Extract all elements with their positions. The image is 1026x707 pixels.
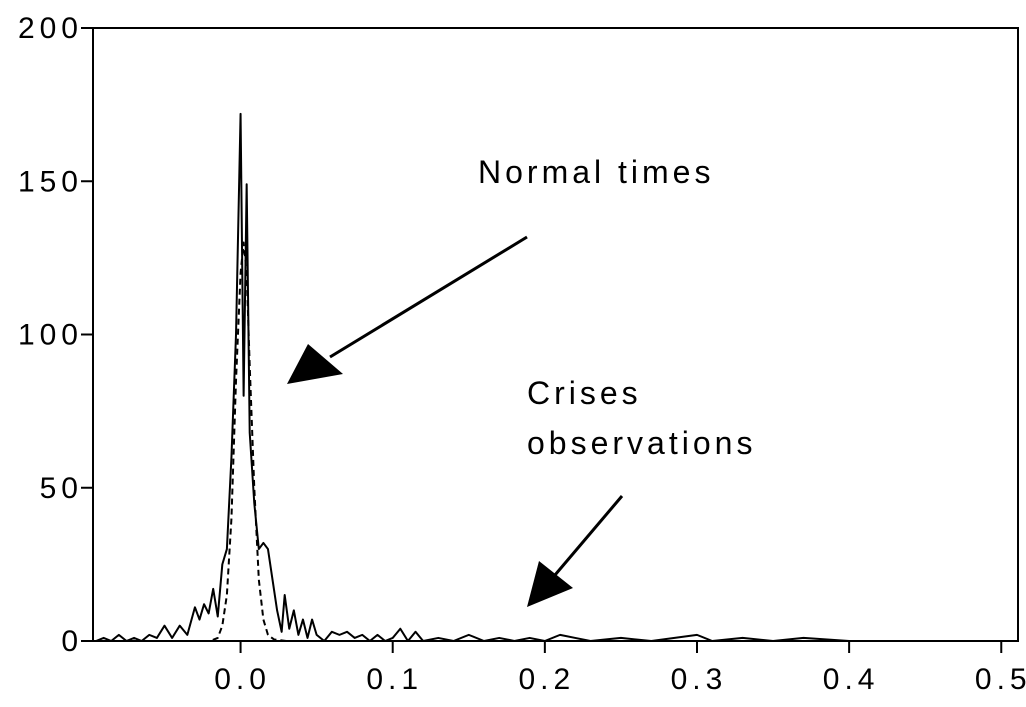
arrow	[553, 495, 624, 576]
y-tick-label: 100	[18, 319, 83, 352]
y-tick-label: 0	[61, 625, 83, 658]
annotation: observations	[527, 425, 756, 461]
arrowhead	[287, 344, 343, 384]
y-tick-label: 50	[40, 472, 83, 505]
y-tick-label: 200	[18, 12, 83, 45]
x-tick-label: 0.5	[975, 663, 1026, 696]
x-tick-label: 0.4	[823, 663, 880, 696]
arrowhead	[527, 561, 573, 607]
annotation: Crises	[527, 375, 642, 411]
y-tick-label: 150	[18, 165, 83, 198]
x-tick-label: 0.3	[671, 663, 728, 696]
data-line	[95, 112, 1018, 642]
plot-frame	[92, 27, 1019, 642]
x-tick-label: 0.2	[518, 663, 575, 696]
x-tick-label: 0.0	[214, 663, 271, 696]
x-tick-label: 0.1	[366, 663, 423, 696]
annotation: Normal times	[478, 154, 714, 190]
arrow	[329, 235, 528, 359]
